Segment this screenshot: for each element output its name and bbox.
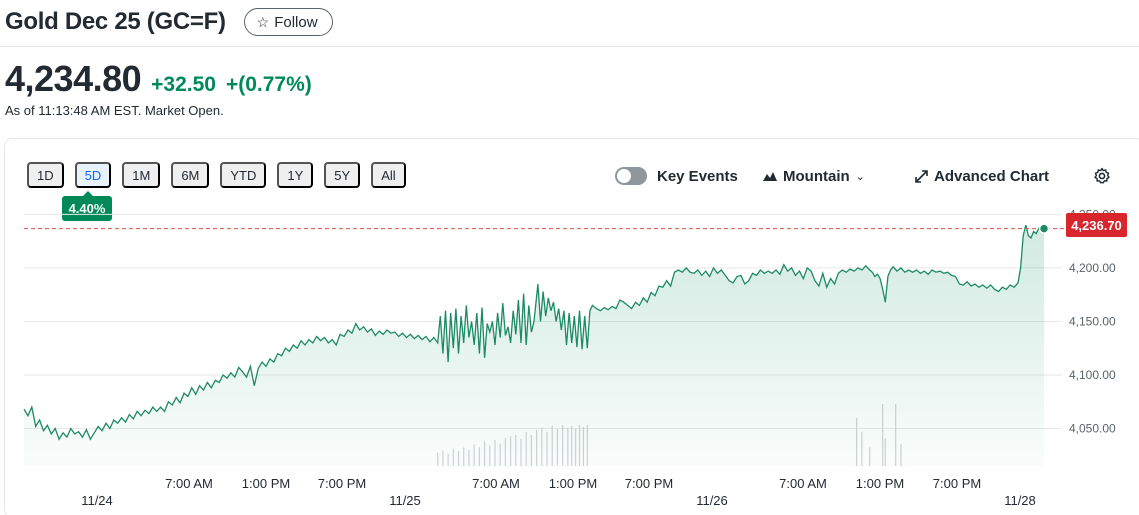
range-1y[interactable]: 1Y <box>277 162 314 188</box>
range-1m[interactable]: 1M <box>122 162 161 188</box>
last-price-dot <box>1038 223 1050 234</box>
last-price-badge: 4,236.70 <box>1066 213 1127 237</box>
header-divider <box>0 46 1139 47</box>
toggle-switch[interactable] <box>615 167 647 185</box>
x-date-label: 11/28 <box>1004 493 1036 508</box>
x-tick-label: 7:00 AM <box>165 476 213 491</box>
follow-label: Follow <box>274 13 318 31</box>
x-tick-label: 1:00 PM <box>549 476 597 491</box>
price-area <box>24 225 1044 466</box>
x-tick-label: 7:00 PM <box>625 476 673 491</box>
range-6m[interactable]: 6M <box>171 162 210 188</box>
chart-type-label: Mountain <box>783 167 850 185</box>
x-date-label: 11/24 <box>81 493 113 508</box>
price-change-percent: +(0.77%) <box>225 73 312 96</box>
follow-button[interactable]: ☆ Follow <box>243 8 333 36</box>
star-icon: ☆ <box>256 14 270 30</box>
y-tick-label: 4,150.00 <box>1069 314 1116 328</box>
x-tick-label: 1:00 PM <box>242 476 290 491</box>
advanced-chart-label: Advanced Chart <box>934 167 1050 185</box>
range-selector: 1D 5D 1M 6M YTD 1Y 5Y All <box>27 162 417 188</box>
x-tick-label: 1:00 PM <box>856 476 904 491</box>
x-date-label: 11/26 <box>696 493 728 508</box>
last-price: 4,234.80 <box>5 58 142 99</box>
chart-type-dropdown[interactable]: Mountain ⌄ <box>763 163 865 189</box>
x-tick-label: 7:00 AM <box>779 476 827 491</box>
y-tick-label: 4,200.00 <box>1069 261 1116 275</box>
x-date-label: 11/25 <box>389 493 421 508</box>
price-line <box>23 224 1045 441</box>
range-ytd[interactable]: YTD <box>220 162 267 188</box>
quote-timestamp: As of 11:13:48 AM EST. Market Open. <box>5 103 224 118</box>
x-tick-label: 7:00 PM <box>318 476 366 491</box>
chevron-down-icon: ⌄ <box>855 170 865 183</box>
price-change: +32.50 <box>151 73 216 96</box>
page-title: Gold Dec 25 (GC=F) <box>5 8 226 35</box>
title-row: Gold Dec 25 (GC=F) ☆ Follow <box>5 6 333 38</box>
x-tick-label: 7:00 AM <box>472 476 520 491</box>
chart-card <box>4 138 1139 515</box>
range-5d[interactable]: 5D <box>74 162 112 188</box>
y-tick-label: 4,100.00 <box>1069 368 1116 382</box>
range-1d[interactable]: 1D <box>27 162 64 188</box>
range-all[interactable]: All <box>371 162 406 188</box>
quote-price-row: 4,234.80 +32.50 +(0.77%) <box>5 58 312 100</box>
key-events-label: Key Events <box>657 167 738 185</box>
mountain-icon <box>763 172 777 181</box>
x-tick-label: 7:00 PM <box>933 476 981 491</box>
range-change-badge: 4.40% <box>62 191 112 221</box>
gear-icon[interactable] <box>1093 167 1111 185</box>
key-events-toggle[interactable]: Key Events <box>615 163 738 189</box>
advanced-chart-button[interactable]: Advanced Chart <box>915 163 1049 189</box>
range-5y[interactable]: 5Y <box>324 162 361 188</box>
y-tick-label: 4,050.00 <box>1069 422 1116 436</box>
expand-icon <box>915 169 928 183</box>
